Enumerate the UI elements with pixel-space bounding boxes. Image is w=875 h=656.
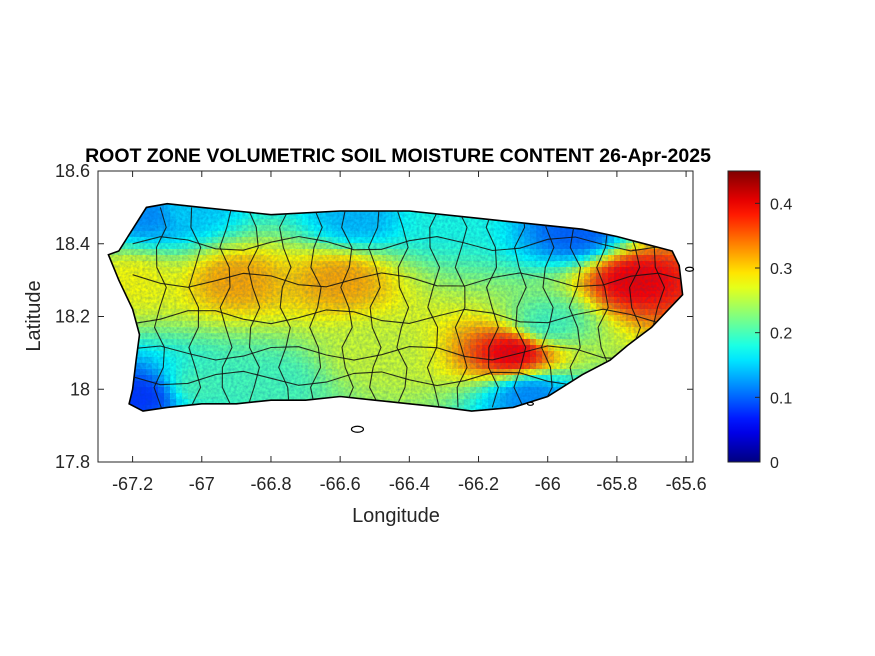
y-axis-ticks: 17.8 18 18.2 18.4 18.6: [55, 161, 693, 472]
municipality-boundary: [368, 207, 382, 408]
municipality-boundary: [568, 207, 583, 408]
islet-outline: [526, 401, 535, 406]
y-axis-label: Latitude: [23, 280, 45, 351]
chart-title: ROOT ZONE VOLUMETRIC SOIL MOISTURE CONTE…: [85, 145, 711, 167]
colorbar-tick-label: 0.3: [770, 261, 792, 278]
x-tick-label: -65.8: [596, 474, 637, 494]
y-tick-label: 17.8: [55, 452, 90, 472]
municipality-boundary: [132, 308, 683, 325]
y-tick-label: 18.4: [55, 234, 90, 254]
colorbar-gradient: [727, 170, 761, 463]
municipality-boundary: [485, 207, 499, 408]
x-tick-label: -66.4: [389, 474, 430, 494]
x-axis-label: Longitude: [352, 505, 440, 527]
x-axis-ticks: -67.2 -67 -66.8 -66.6 -66.4 -66.2 -66 -65.8 -65.…: [112, 171, 707, 494]
island-outline: [107, 202, 695, 433]
municipality-boundary: [426, 207, 441, 408]
municipality-boundary: [132, 235, 683, 252]
municipality-boundary: [153, 207, 167, 408]
municipality-boundary: [132, 272, 683, 288]
municipality-boundary: [540, 207, 555, 408]
x-tick-label: -67: [189, 474, 215, 494]
municipality-boundary: [513, 207, 527, 408]
coastline: [107, 202, 684, 412]
colorbar-tick-label: 0.2: [770, 326, 792, 343]
municipality-boundary: [278, 207, 292, 408]
colorbar-tick-label: 0.4: [770, 196, 792, 213]
plot-axes: -67.2 -67 -66.8 -66.6 -66.4 -66.2 -66 -65.8 -65.…: [55, 161, 707, 494]
colorbar: 0 0.1 0.2 0.3 0.4: [727, 170, 792, 472]
municipality-boundary: [132, 345, 683, 361]
islet-outline: [350, 425, 365, 433]
municipality-boundary: [309, 207, 323, 408]
municipality-boundary: [246, 207, 261, 408]
municipality-boundary: [188, 207, 202, 408]
x-tick-label: -66.8: [250, 474, 291, 494]
x-tick-label: -67.2: [112, 474, 153, 494]
x-tick-label: -66.2: [458, 474, 499, 494]
y-tick-label: 18.6: [55, 161, 90, 181]
y-tick-label: 18.2: [55, 307, 90, 327]
x-tick-label: -66: [535, 474, 561, 494]
municipality-boundary: [454, 207, 468, 408]
municipality-boundaries: [132, 207, 683, 408]
colorbar-ticks: 0 0.1 0.2 0.3 0.4: [755, 196, 792, 472]
colorbar-tick-label: 0: [770, 455, 779, 472]
islet-outline: [684, 266, 695, 272]
municipality-boundary: [340, 207, 354, 408]
y-tick-label: 18: [70, 379, 90, 399]
x-tick-label: -66.6: [320, 474, 361, 494]
colorbar-tick-label: 0.1: [770, 390, 792, 407]
municipality-boundary: [395, 207, 410, 408]
x-tick-label: -65.6: [666, 474, 707, 494]
